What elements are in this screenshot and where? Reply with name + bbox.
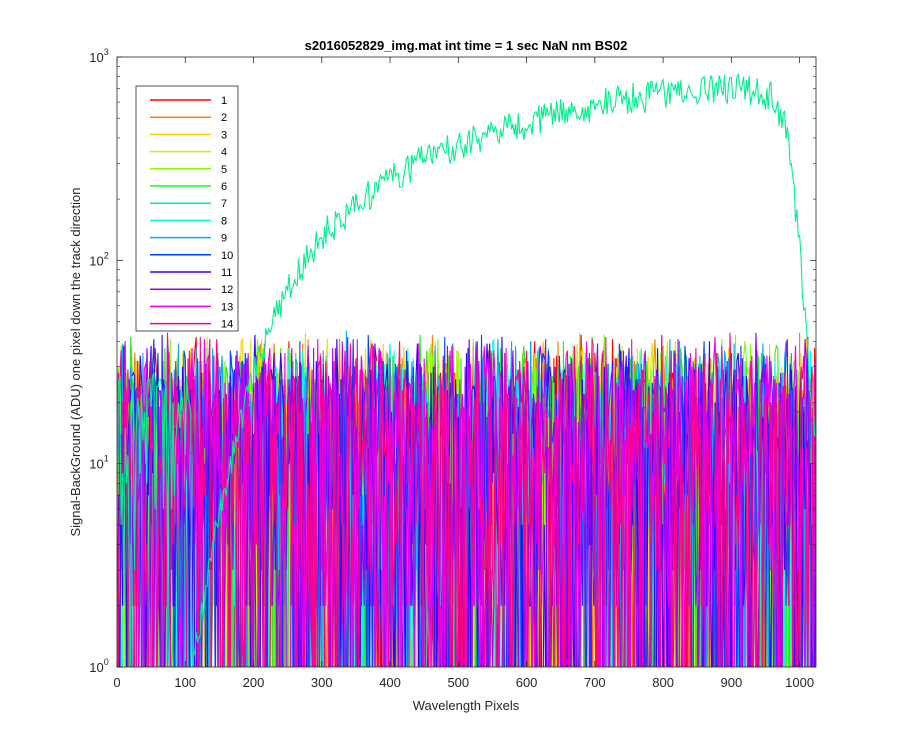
legend-label-5: 5 bbox=[221, 164, 227, 176]
legend-label-1: 1 bbox=[221, 95, 227, 107]
legend-label-6: 6 bbox=[221, 181, 227, 193]
x-tick-label: 300 bbox=[311, 675, 333, 690]
legend-label-10: 10 bbox=[221, 250, 233, 262]
legend-label-11: 11 bbox=[221, 267, 232, 279]
legend-label-9: 9 bbox=[221, 233, 227, 245]
x-tick-label: 800 bbox=[652, 675, 674, 690]
x-tick-label: 1000 bbox=[785, 675, 814, 690]
legend-label-8: 8 bbox=[221, 215, 227, 227]
series-line-14 bbox=[117, 332, 816, 667]
x-tick-label: 500 bbox=[447, 675, 469, 690]
chart-title: s2016052829_img.mat int time = 1 sec NaN… bbox=[305, 38, 628, 53]
legend-box bbox=[135, 85, 239, 332]
series-group bbox=[117, 72, 816, 667]
legend-label-13: 13 bbox=[221, 301, 233, 313]
y-axis-label: Signal-BackGround (ADU) one pixel down t… bbox=[68, 187, 83, 536]
legend-label-12: 12 bbox=[221, 284, 233, 296]
x-axis-ticks: 0 100 200 300 400 500 600 700 800 900 1000 bbox=[113, 57, 814, 690]
axes-box bbox=[116, 56, 817, 668]
x-tick-label: 600 bbox=[516, 675, 538, 690]
legend-label-2: 2 bbox=[221, 112, 227, 124]
x-tick-label: 200 bbox=[243, 675, 265, 690]
x-tick-label: 900 bbox=[721, 675, 743, 690]
x-tick-label: 400 bbox=[379, 675, 401, 690]
series-line-13 bbox=[117, 336, 816, 667]
legend-label-3: 3 bbox=[221, 129, 227, 141]
legend-label-7: 7 bbox=[221, 198, 227, 210]
legend-label-14: 14 bbox=[221, 319, 233, 331]
series-line-7 bbox=[117, 72, 816, 667]
x-axis-label: Wavelength Pixels bbox=[413, 698, 520, 713]
legend-label-4: 4 bbox=[221, 147, 227, 159]
x-tick-label: 100 bbox=[174, 675, 196, 690]
x-tick-label: 700 bbox=[584, 675, 606, 690]
x-tick-label: 0 bbox=[113, 675, 120, 690]
